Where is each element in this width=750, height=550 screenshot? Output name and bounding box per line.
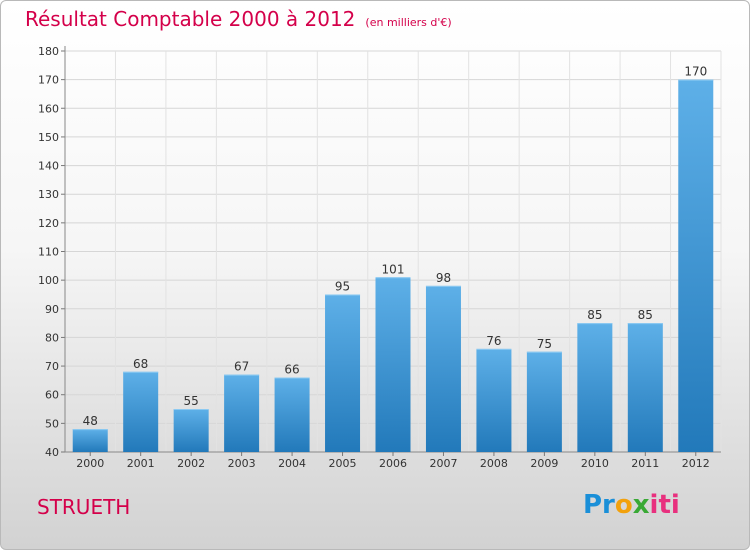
category-label-2008: 2008 (480, 457, 508, 470)
ytick-label-130: 130 (38, 188, 59, 201)
chart-subtitle: (en milliers d'€) (365, 16, 452, 29)
bar-2008 (476, 348, 512, 452)
ytick-label-90: 90 (45, 303, 59, 316)
value-label-2006: 101 (382, 262, 405, 276)
ytick-label-50: 50 (45, 417, 59, 430)
chart-title: Résultat Comptable 2000 à 2012 (en millie… (25, 7, 452, 31)
value-label-2011: 85 (638, 308, 653, 322)
ytick-label-180: 180 (38, 45, 59, 58)
proxiti-logo[interactable]: Proxiti (583, 490, 680, 520)
labels: 40 50 60 70 80 90 100 110 120 130 140 150 160 170 180 4… (38, 45, 710, 470)
category-label-2002: 2002 (177, 457, 205, 470)
ytick-label-100: 100 (38, 274, 59, 287)
ytick-label-160: 160 (38, 102, 59, 115)
value-label-2004: 66 (284, 363, 299, 377)
bar-2012 (678, 79, 714, 453)
ytick-label-40: 40 (45, 446, 59, 459)
category-label-2009: 2009 (530, 457, 558, 470)
category-label-2007: 2007 (429, 457, 457, 470)
logo-part-3: x (632, 490, 650, 520)
logo-part-4: iti (649, 490, 680, 520)
bar-2009 (526, 351, 562, 452)
category-label-2003: 2003 (228, 457, 256, 470)
logo-part-1: Pr (583, 490, 615, 520)
bar-2000 (72, 429, 108, 452)
value-label-2000: 48 (83, 414, 98, 428)
value-label-2003: 67 (234, 360, 249, 374)
category-label-2010: 2010 (581, 457, 609, 470)
category-label-2006: 2006 (379, 457, 407, 470)
bar-2011 (627, 323, 663, 452)
bar-2007 (425, 285, 461, 452)
bar-2006 (375, 277, 411, 452)
bar-2003 (224, 374, 260, 452)
ytick-label-70: 70 (45, 360, 59, 373)
ytick-label-140: 140 (38, 160, 59, 173)
category-label-2000: 2000 (76, 457, 104, 470)
value-label-2005: 95 (335, 279, 350, 293)
bar-2001 (123, 371, 159, 452)
ytick-label-110: 110 (38, 246, 59, 259)
bar-2010 (577, 323, 613, 452)
category-label-2012: 2012 (682, 457, 710, 470)
bar-2004 (274, 377, 310, 452)
value-label-2007: 98 (436, 271, 451, 285)
category-label-2001: 2001 (127, 457, 155, 470)
title-text: Résultat Comptable 2000 à 2012 (25, 7, 356, 31)
value-label-2012: 170 (684, 65, 707, 79)
ytick-label-80: 80 (45, 331, 59, 344)
category-label-2004: 2004 (278, 457, 306, 470)
value-label-2002: 55 (184, 394, 199, 408)
ytick-label-60: 60 (45, 389, 59, 402)
category-label-2005: 2005 (329, 457, 357, 470)
value-label-2010: 85 (587, 308, 602, 322)
category-label-2011: 2011 (631, 457, 659, 470)
ytick-label-150: 150 (38, 131, 59, 144)
value-label-2009: 75 (537, 337, 552, 351)
value-label-2001: 68 (133, 357, 148, 371)
ytick-label-170: 170 (38, 74, 59, 87)
bar-2005 (325, 294, 361, 452)
value-label-2008: 76 (486, 334, 501, 348)
bars (72, 79, 714, 453)
commune-name: STRUETH (37, 495, 131, 519)
bar-2002 (173, 409, 209, 452)
logo-part-2: o (614, 490, 633, 520)
ytick-label-120: 120 (38, 217, 59, 230)
